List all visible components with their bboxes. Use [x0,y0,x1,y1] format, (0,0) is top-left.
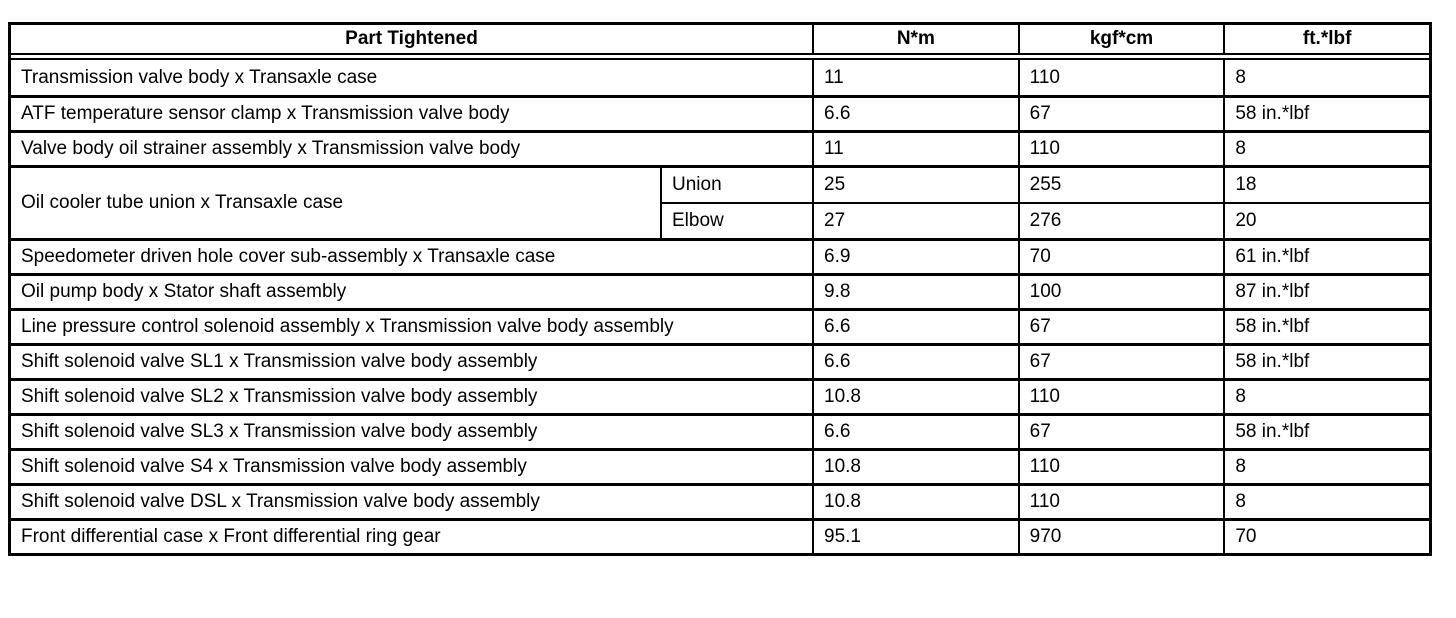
table-row: Shift solenoid valve S4 x Transmission v… [11,448,1429,483]
part-tightened-cell: Shift solenoid valve SL2 x Transmission … [21,386,538,407]
ftlbf-value-cell: 58 in.*lbf [1223,311,1429,343]
oil-cooler-row-group: Oil cooler tube union x Transaxle case U… [11,165,1429,238]
ftlbf-value-cell: 70 [1223,521,1429,553]
nm-value-cell: 10.8 [812,486,1018,518]
nm-value-cell: 11 [812,133,1018,165]
ftlbf-value-cell: 8 [1223,60,1429,95]
kgfcm-value-cell: 67 [1017,311,1224,343]
table-header-row: Part Tightened N*m kgf*cm ft.*lbf [11,25,1429,60]
union-subrow: Union 25 255 18 [662,168,1429,202]
kgfcm-value-cell: 110 [1017,486,1224,518]
kgfcm-value-cell: 100 [1017,276,1224,308]
nm-value-cell: 95.1 [812,521,1018,553]
part-tightened-cell: Line pressure control solenoid assembly … [21,316,674,337]
table-row: Valve body oil strainer assembly x Trans… [11,130,1429,165]
subrow-container: Union 25 255 18 Elbow 27 276 20 [660,168,1429,238]
ftlbf-value-cell: 20 [1223,204,1429,238]
part-tightened-cell: ATF temperature sensor clamp x Transmiss… [21,103,510,124]
kgfcm-value-cell: 67 [1017,416,1224,448]
table-row: Shift solenoid valve SL2 x Transmission … [11,378,1429,413]
torque-spec-table: Part Tightened N*m kgf*cm ft.*lbf Transm… [8,22,1432,556]
part-tightened-cell: Front differential case x Front differen… [21,526,441,547]
ftlbf-value-cell: 58 in.*lbf [1223,98,1429,130]
part-tightened-cell: Shift solenoid valve S4 x Transmission v… [21,456,527,477]
ftlbf-value-cell: 58 in.*lbf [1223,346,1429,378]
nm-value-cell: 6.6 [812,416,1018,448]
part-tightened-cell: Oil cooler tube union x Transaxle case [21,192,344,213]
ftlbf-value-cell: 8 [1223,451,1429,483]
kgfcm-value-cell: 970 [1017,521,1224,553]
table-row: Shift solenoid valve SL3 x Transmission … [11,413,1429,448]
kgfcm-value-cell: 255 [1017,168,1224,202]
part-tightened-cell: Shift solenoid valve DSL x Transmission … [21,491,540,512]
part-tightened-cell: Oil pump body x Stator shaft assembly [21,281,347,302]
table-row: Line pressure control solenoid assembly … [11,308,1429,343]
table-row: Front differential case x Front differen… [11,518,1429,553]
ftlbf-value-cell: 8 [1223,133,1429,165]
ftlbf-value-cell: 61 in.*lbf [1223,241,1429,273]
nm-value-cell: 6.6 [812,311,1018,343]
kgfcm-value-cell: 110 [1017,451,1224,483]
ftlbf-header: ft.*lbf [1223,25,1429,53]
kgfcm-value-cell: 67 [1017,346,1224,378]
kgfcm-value-cell: 67 [1017,98,1224,130]
table-row: Shift solenoid valve SL1 x Transmission … [11,343,1429,378]
nm-value-cell: 6.9 [812,241,1018,273]
kgfcm-value-cell: 110 [1017,133,1224,165]
nm-value-cell: 10.8 [812,451,1018,483]
kgfcm-value-cell: 276 [1017,204,1224,238]
table-row: Speedometer driven hole cover sub-assemb… [11,238,1429,273]
nm-value-cell: 25 [812,168,1018,202]
ftlbf-value-cell: 58 in.*lbf [1223,416,1429,448]
kgfcm-value-cell: 70 [1017,241,1224,273]
kgfcm-header: kgf*cm [1017,25,1224,53]
ftlbf-value-cell: 8 [1223,381,1429,413]
nm-value-cell: 9.8 [812,276,1018,308]
kgfcm-value-cell: 110 [1017,381,1224,413]
part-tightened-cell: Speedometer driven hole cover sub-assemb… [21,246,556,267]
nm-value-cell: 10.8 [812,381,1018,413]
part-tightened-cell: Valve body oil strainer assembly x Trans… [21,138,521,159]
table-row: ATF temperature sensor clamp x Transmiss… [11,95,1429,130]
sub-label-cell: Elbow [672,210,724,231]
kgfcm-value-cell: 110 [1017,60,1224,95]
part-tightened-cell: Shift solenoid valve SL1 x Transmission … [21,351,538,372]
nm-value-cell: 6.6 [812,98,1018,130]
part-tightened-cell: Transmission valve body x Transaxle case [21,66,378,88]
sub-label-cell: Union [672,174,722,195]
ftlbf-value-cell: 8 [1223,486,1429,518]
part-tightened-header: Part Tightened [345,28,478,49]
part-tightened-cell: Shift solenoid valve SL3 x Transmission … [21,421,538,442]
table-row: Transmission valve body x Transaxle case… [11,60,1429,95]
nm-value-cell: 6.6 [812,346,1018,378]
nm-value-cell: 11 [812,60,1018,95]
table-row: Oil pump body x Stator shaft assembly 9.… [11,273,1429,308]
ftlbf-value-cell: 87 in.*lbf [1223,276,1429,308]
table-row: Shift solenoid valve DSL x Transmission … [11,483,1429,518]
nm-value-cell: 27 [812,204,1018,238]
ftlbf-value-cell: 18 [1223,168,1429,202]
nm-header: N*m [812,25,1018,53]
elbow-subrow: Elbow 27 276 20 [662,202,1429,238]
